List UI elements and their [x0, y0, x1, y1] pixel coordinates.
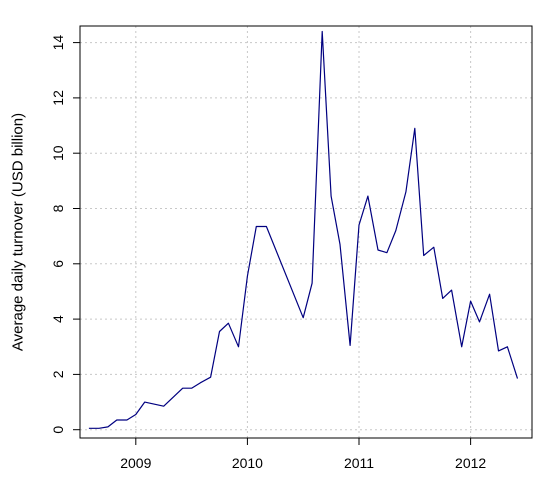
y-tick-label: 0 [50, 426, 66, 434]
plot-border [79, 25, 533, 439]
y-tick-label: 14 [50, 35, 66, 51]
series-line [88, 30, 519, 429]
x-tick-label: 2010 [232, 455, 263, 471]
x-tick-label: 2009 [120, 455, 151, 471]
plot-area [88, 30, 519, 429]
y-axis-label: Average daily turnover (USD billion) [10, 113, 27, 351]
y-axis: 0 2 4 6 8 10 12 14 [50, 35, 80, 434]
x-axis: 2009 2010 2011 2012 [120, 438, 486, 471]
y-tick-label: 10 [50, 145, 66, 161]
x-tick-label: 2011 [344, 455, 374, 471]
y-tick-label: 2 [50, 370, 66, 378]
y-tick-label: 8 [50, 204, 66, 212]
grid-lines [80, 26, 532, 438]
y-tick-label: 12 [50, 90, 66, 106]
y-tick-label: 4 [50, 315, 66, 323]
x-tick-label: 2012 [455, 455, 486, 471]
y-tick-label: 6 [50, 260, 66, 268]
